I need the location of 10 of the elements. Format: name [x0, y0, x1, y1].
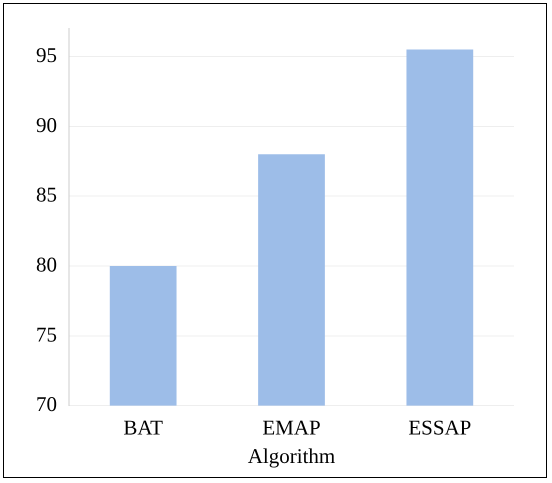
y-tick-label: 90 [36, 112, 57, 137]
y-tick-label: 95 [36, 43, 57, 68]
x-axis-title: Algorithm [248, 444, 336, 468]
x-tick-label: ESSAP [408, 416, 472, 440]
y-tick-label: 80 [36, 252, 57, 276]
x-tick-label: BAT [123, 416, 164, 440]
y-tick-label: 70 [36, 392, 57, 416]
y-tick-label: 85 [36, 182, 57, 207]
y-tick-label: 75 [36, 322, 57, 346]
x-tick-label: EMAP [262, 416, 321, 440]
